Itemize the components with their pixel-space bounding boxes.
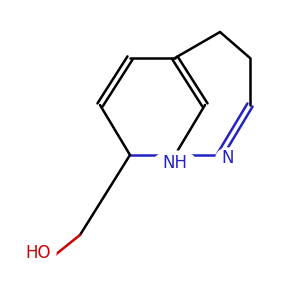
- Ellipse shape: [216, 148, 240, 168]
- Text: N: N: [222, 149, 234, 167]
- Text: NH: NH: [163, 154, 188, 172]
- Ellipse shape: [153, 151, 197, 175]
- Ellipse shape: [20, 243, 56, 263]
- Text: HO: HO: [25, 244, 51, 262]
